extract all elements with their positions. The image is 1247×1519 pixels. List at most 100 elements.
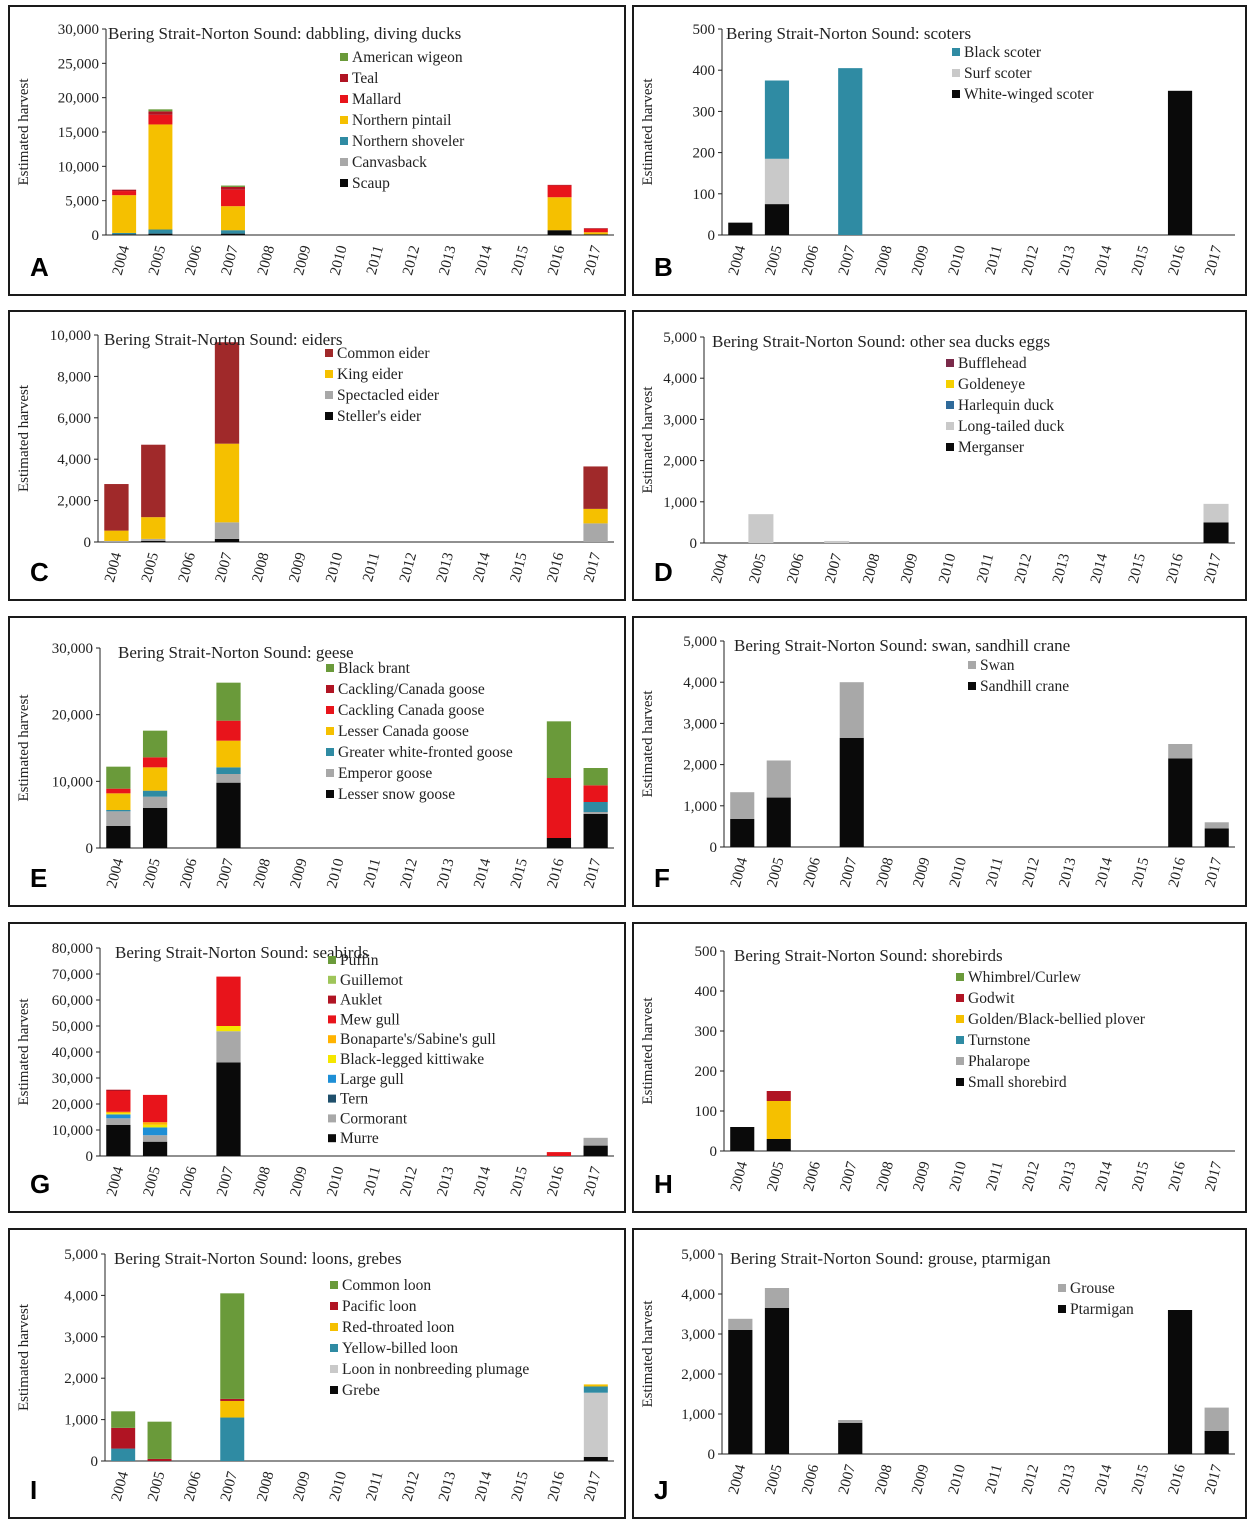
- legend-swatch: [325, 370, 333, 378]
- bar-white-winged-scoter-2005: [764, 204, 790, 235]
- legend-label: Ptarmigan: [1070, 1301, 1134, 1318]
- y-tick-label: 5,000: [65, 194, 99, 210]
- chart-title: Bering Strait-Norton Sound: loons, grebe…: [114, 1249, 402, 1268]
- legend-label: Surf scoter: [964, 65, 1032, 82]
- bar-swan-2007: [839, 682, 864, 738]
- bar-black-scoter-2007: [838, 68, 863, 235]
- bar-mallard-2007: [221, 189, 245, 207]
- y-tick-label: 300: [693, 104, 716, 120]
- bar-northern-shoveler-2007: [221, 230, 245, 234]
- bar-mew-gull-2016: [546, 1152, 572, 1156]
- x-tick-label: 2008: [873, 244, 896, 277]
- legend-label: Cackling/Canada goose: [338, 681, 485, 698]
- bar-scaup-2007: [221, 233, 245, 235]
- bar-lesser-canada-goose-2005: [142, 767, 168, 791]
- legend-label: Lesser snow goose: [338, 786, 455, 803]
- bar-king-eider-2017: [583, 508, 608, 524]
- x-tick-label: 2008: [254, 1470, 277, 1503]
- x-tick-label: 2009: [291, 1470, 314, 1503]
- legend-swatch: [325, 349, 333, 357]
- x-tick-label: 2014: [1093, 1159, 1116, 1193]
- legend-swatch: [340, 74, 348, 82]
- legend-label: Large gull: [340, 1071, 404, 1088]
- bar-spectacled-eider-2007: [214, 522, 240, 539]
- bar-small-shorebird-2004: [730, 1127, 755, 1151]
- bar-merganser-2017: [1203, 522, 1229, 543]
- x-tick-label: 2006: [799, 1462, 822, 1496]
- y-tick-label: 6,000: [57, 411, 91, 427]
- chart-panel-d: 0 1,000 2,000 3,000 4,000 5,000 2004 2005 2006 20…: [632, 310, 1247, 601]
- legend-swatch: [330, 1344, 338, 1352]
- legend-swatch: [952, 69, 960, 77]
- legend-label: White-winged scoter: [964, 86, 1094, 103]
- y-tick-label: 60,000: [52, 993, 93, 1009]
- chart-svg: 0 2,000 4,000 6,000 8,000 10,000 2004 2005 2006 2…: [16, 328, 614, 587]
- legend-swatch: [946, 401, 954, 409]
- bar-american-wigeon-2007: [221, 185, 245, 187]
- bar-scaup-2016: [547, 230, 572, 235]
- bar-northern-pintail-2005: [148, 124, 173, 230]
- y-axis-label: Estimated harvest: [16, 694, 32, 802]
- chart-svg: 0 1,000 2,000 3,000 4,000 5,000 2004 2005 2006 20…: [640, 1247, 1235, 1505]
- legend-swatch: [328, 1134, 336, 1143]
- y-tick-label: 5,000: [663, 330, 697, 346]
- x-tick-label: 2013: [1056, 1160, 1079, 1193]
- x-tick-label: 2005: [764, 1160, 787, 1193]
- y-tick-label: 2,000: [64, 1371, 98, 1387]
- bar-swan-2004: [730, 792, 755, 819]
- legend-swatch: [326, 769, 334, 777]
- x-tick-label: 2014: [473, 243, 496, 277]
- y-tick-label: 0: [86, 841, 94, 857]
- x-tick-label: 2015: [1126, 552, 1149, 585]
- bar-scaup-2005: [148, 233, 173, 235]
- bar-northern-shoveler-2005: [148, 229, 173, 234]
- legend-swatch: [956, 1057, 964, 1065]
- bar-surf-scoter-2005: [764, 158, 790, 205]
- bar-swan-2005: [766, 760, 791, 798]
- panel-letter: J: [654, 1475, 668, 1505]
- legend-swatch: [326, 790, 334, 798]
- x-tick-label: 2008: [251, 857, 274, 890]
- bar-large-gull-2004: [106, 1114, 131, 1119]
- y-tick-label: 4,000: [681, 1287, 715, 1303]
- x-tick-label: 2005: [141, 857, 164, 890]
- legend-swatch: [340, 137, 348, 145]
- bar-mallard-2004: [112, 191, 137, 196]
- x-tick-label: 2005: [763, 244, 786, 277]
- legend-swatch: [952, 90, 960, 98]
- legend-label: Common loon: [342, 1277, 431, 1294]
- x-tick-label: 2014: [471, 550, 494, 584]
- chart-svg: 0 10,000 20,000 30,000 2004 2005 2006 2007 2008 2…: [16, 641, 614, 893]
- legend-label: Northern shoveler: [352, 133, 465, 150]
- bar-spectacled-eider-2004: [104, 540, 129, 542]
- x-tick-label: 2006: [177, 856, 200, 890]
- y-tick-label: 0: [91, 1454, 99, 1470]
- chart-panel-g: 0 10,000 20,000 30,000 40,000 50,000 60,000 70,…: [8, 922, 626, 1213]
- bar-white-winged-scoter-2016: [1167, 90, 1193, 235]
- x-tick-label: 2011: [361, 857, 384, 890]
- bar-black-legged-kittiwake-2005: [142, 1124, 168, 1128]
- bar-cormorant-2017: [583, 1137, 608, 1146]
- bar-scaup-2017: [583, 234, 608, 235]
- legend-swatch: [340, 158, 348, 166]
- y-tick-label: 4,000: [64, 1288, 98, 1304]
- chart-title: Bering Strait-Norton Sound: other sea du…: [712, 332, 1050, 351]
- x-tick-label: 2016: [544, 550, 567, 584]
- bar-greater-white-fronted-goose-2007: [216, 767, 241, 774]
- panel-letter: D: [654, 557, 673, 587]
- bar-black-brant-2017: [583, 768, 608, 786]
- x-tick-label: 2015: [1129, 1463, 1152, 1496]
- legend-label: Guillemot: [340, 972, 404, 989]
- x-tick-label: 2007: [837, 855, 860, 889]
- x-tick-label: 2012: [397, 551, 420, 584]
- x-tick-label: 2004: [726, 1462, 749, 1496]
- legend-label: Goldeneye: [958, 376, 1025, 393]
- chart-panel-a: 0 5,000 10,000 15,000 20,000 25,000 30,000 2004…: [8, 5, 626, 296]
- bar-grouse-2004: [728, 1318, 753, 1330]
- panel-letter: G: [30, 1169, 50, 1199]
- bar-black-scoter-2005: [764, 80, 790, 159]
- legend-label: Spectacled eider: [337, 387, 440, 404]
- x-tick-label: 2007: [218, 1469, 241, 1503]
- bar-cackling-canada-goose-2016: [546, 778, 572, 838]
- legend-label: Red-throated loon: [342, 1319, 455, 1336]
